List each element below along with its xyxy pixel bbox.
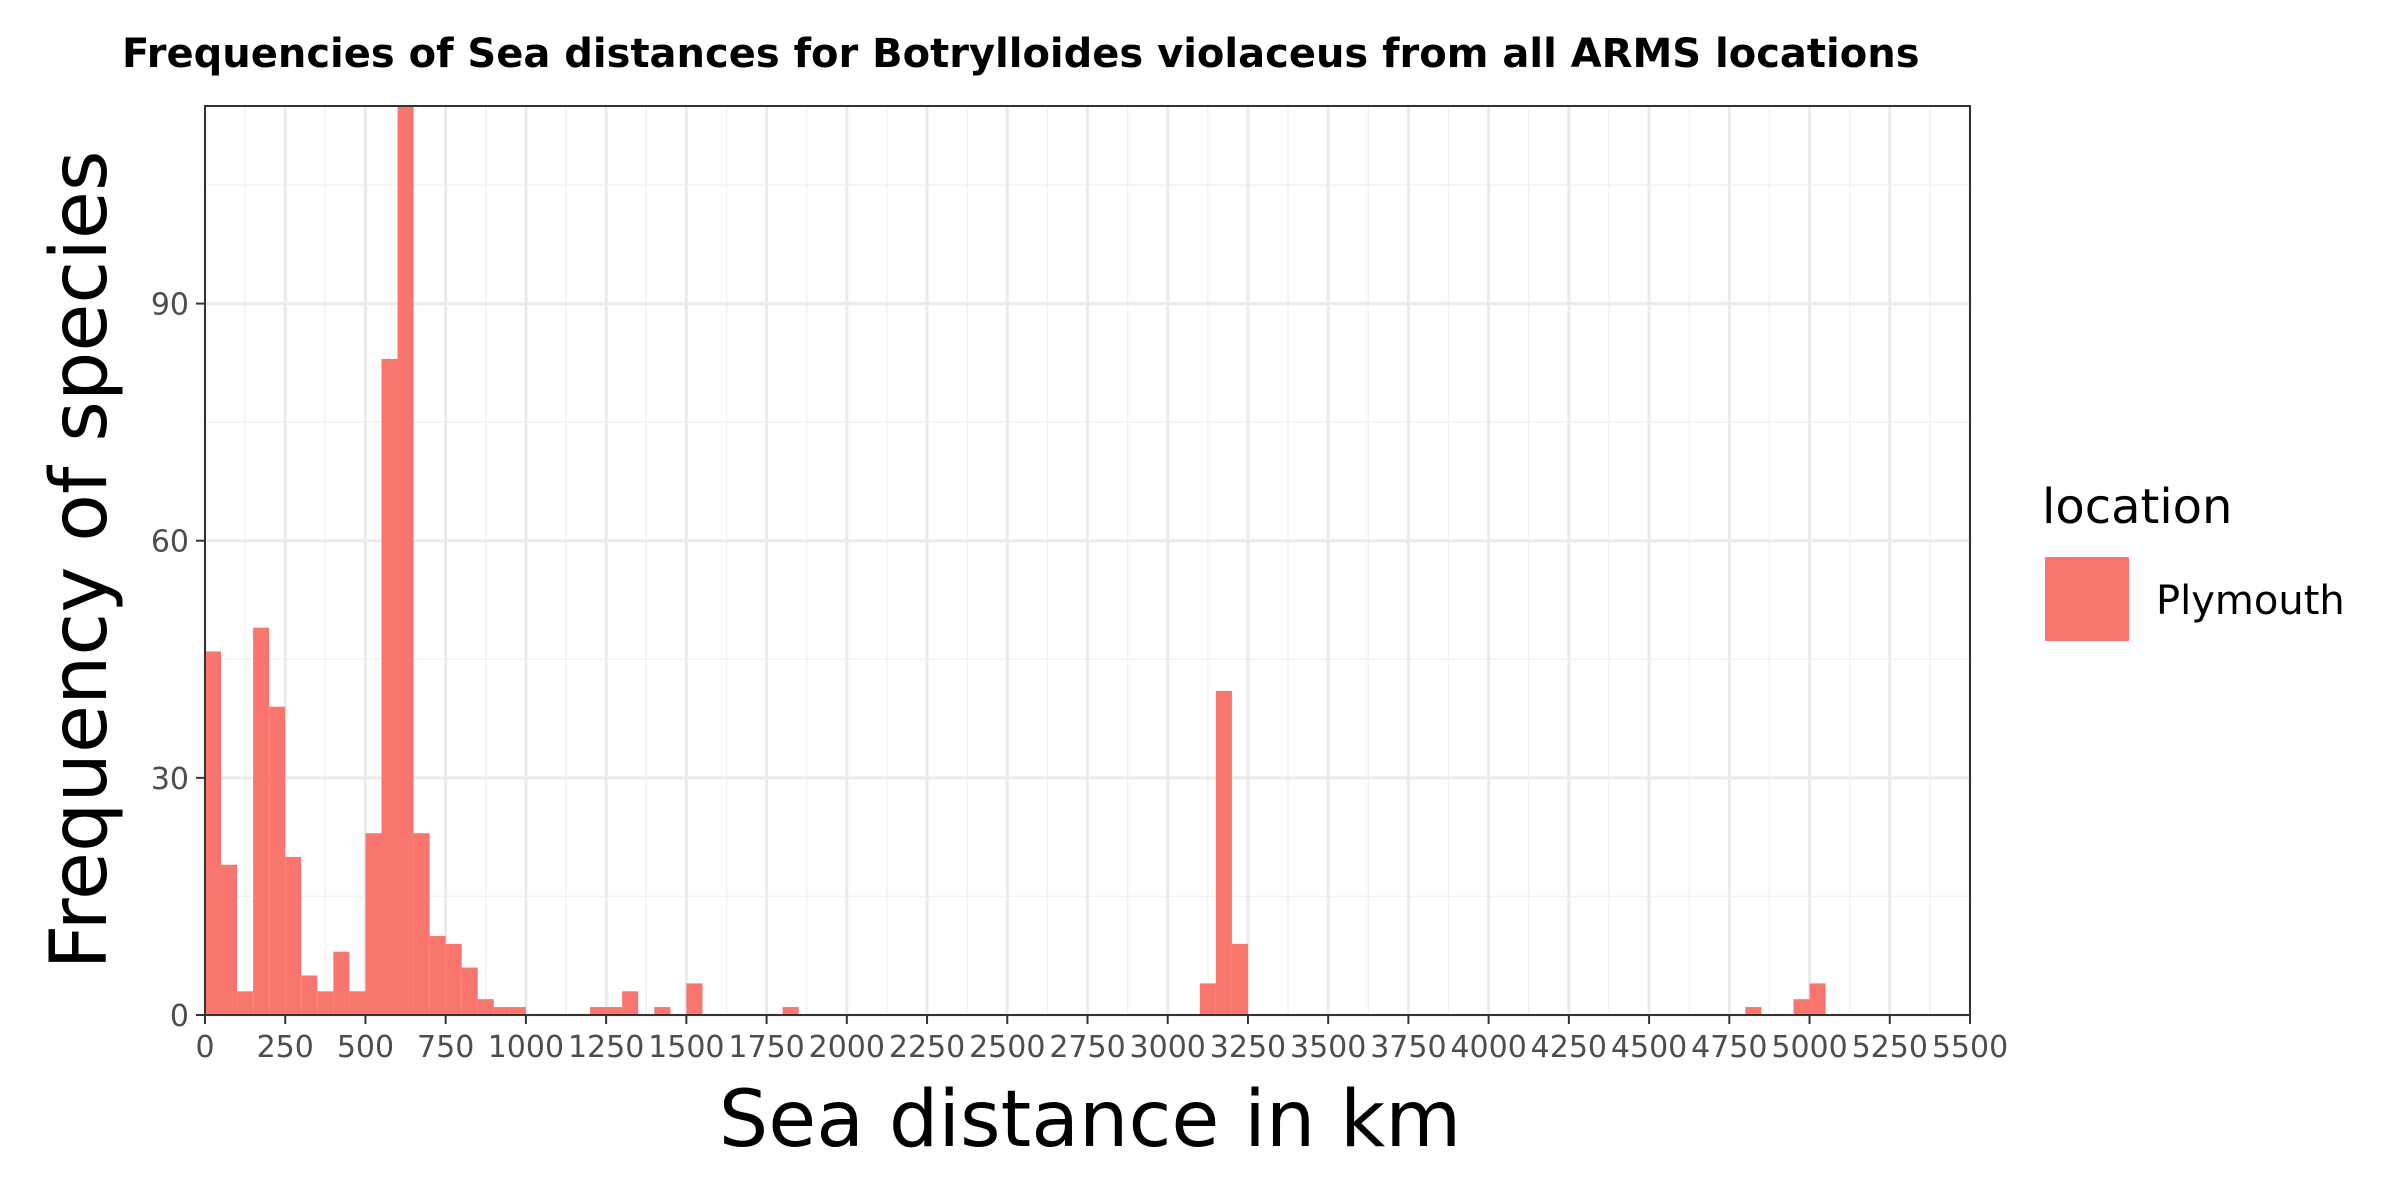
histogram-bar [365,833,382,1015]
histogram-bar [413,833,430,1015]
histogram-bar [349,991,366,1015]
x-tick-label: 1250 [568,1030,644,1065]
legend-key-plymouth [2045,557,2129,641]
histogram-bar [654,1007,671,1015]
x-tick-label: 2750 [1049,1030,1125,1065]
histogram-bar [622,991,639,1015]
x-tick-label: 2500 [969,1030,1045,1065]
chart-title: Frequencies of Sea distances for Botryll… [122,31,1920,77]
grid-lines [203,106,1972,1017]
x-tick-label: 5000 [1771,1030,1847,1065]
histogram-bar [1199,983,1216,1015]
x-tick-label: 4250 [1531,1030,1607,1065]
legend-label-plymouth: Plymouth [2156,578,2345,624]
x-tick-label: 4750 [1691,1030,1767,1065]
histogram-bar [606,1007,623,1015]
histogram-bar [1793,999,1810,1015]
x-tick-label: 2000 [809,1030,885,1065]
legend: location Plymouth [2042,479,2345,641]
y-axis: 0 30 60 90 [151,288,205,1034]
x-tick-label: 500 [337,1030,394,1065]
histogram-bar [397,106,414,1015]
legend-title: location [2042,479,2232,535]
x-tick-label: 5500 [1932,1030,2008,1065]
histogram-bar [493,1007,510,1015]
y-tick-label: 30 [151,762,189,797]
y-tick-label: 90 [151,288,189,323]
x-tick-label: 1000 [488,1030,564,1065]
x-tick-label: 0 [195,1030,214,1065]
histogram-bar [285,856,302,1015]
x-tick-label: 3750 [1370,1030,1446,1065]
x-tick-label: 250 [257,1030,314,1065]
histogram-bar [782,1007,799,1015]
histogram-bar [686,983,703,1015]
histogram-bar [221,864,238,1015]
histogram-bar [205,651,222,1015]
histogram-bar [429,935,446,1015]
x-tick-label: 1750 [728,1030,804,1065]
histogram-bar [477,999,494,1015]
bars-group [205,106,1826,1016]
x-tick-label: 1500 [648,1030,724,1065]
x-tick-label: 2250 [889,1030,965,1065]
histogram-bar [301,975,318,1015]
histogram-bar [445,943,462,1015]
x-tick-label: 3000 [1130,1030,1206,1065]
histogram-bar [253,627,270,1015]
x-tick-label: 4000 [1450,1030,1526,1065]
x-tick-label: 3250 [1210,1030,1286,1065]
histogram-bar [1809,983,1826,1015]
y-tick-label: 0 [170,999,189,1034]
histogram-bar [333,951,350,1015]
y-tick-label: 60 [151,525,189,560]
histogram-bar [269,706,286,1015]
histogram-bar [1745,1007,1762,1015]
histogram-bar [1231,943,1248,1015]
histogram-bar [590,1007,607,1015]
histogram-bar [509,1007,526,1015]
x-axis: 0 250 500 750 1000 1250 1500 1750 2000 2250 2500 27… [195,1015,2008,1065]
x-axis-title: Sea distance in km [719,1075,1461,1165]
x-tick-label: 3500 [1290,1030,1366,1065]
histogram-bar [317,991,334,1015]
y-axis-title: Frequency of species [35,150,125,969]
histogram-bar [461,967,478,1015]
x-tick-label: 750 [417,1030,474,1065]
histogram-bar [381,358,398,1016]
x-tick-label: 5250 [1852,1030,1928,1065]
histogram-bar [1215,690,1232,1015]
x-tick-label: 4500 [1611,1030,1687,1065]
histogram-bar [237,991,254,1015]
